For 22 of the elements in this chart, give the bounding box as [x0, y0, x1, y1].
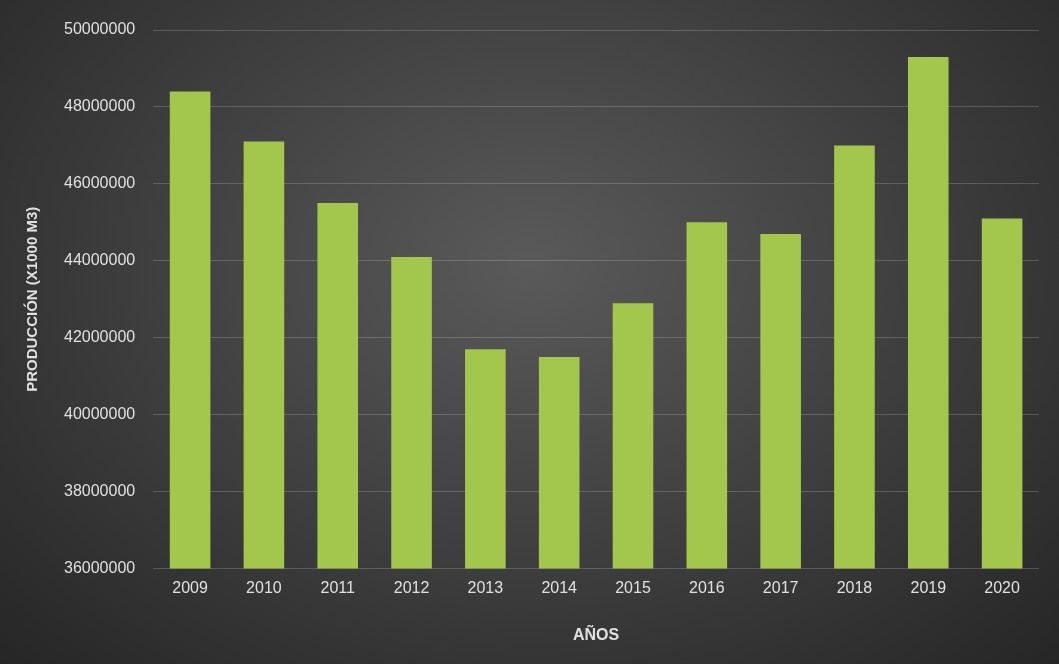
- x-tick-label: 2018: [836, 578, 873, 596]
- x-tick-label: 2015: [615, 578, 651, 596]
- x-tick-label: 2009: [172, 578, 208, 596]
- y-tick-label: 40000000: [64, 405, 136, 423]
- x-tick-label: 2016: [689, 578, 725, 596]
- y-tick-label: 42000000: [64, 328, 136, 346]
- x-tick-label: 2011: [320, 578, 356, 596]
- y-axis-title: PRODUCCIÓN (X1000 M3): [23, 206, 41, 392]
- y-tick-label: 46000000: [64, 174, 136, 192]
- x-tick-label: 2012: [393, 578, 430, 596]
- x-tick-label: 2019: [910, 578, 947, 596]
- x-tick-label: 2010: [246, 578, 282, 596]
- x-tick-label: 2014: [541, 578, 578, 596]
- x-tick-label: 2013: [467, 578, 504, 596]
- x-tick-label: 2020: [984, 578, 1020, 596]
- y-tick-label: 50000000: [64, 20, 136, 38]
- x-axis-title: AÑOS: [572, 623, 620, 643]
- y-tick-label: 38000000: [64, 482, 136, 500]
- y-tick-label: 48000000: [64, 97, 136, 115]
- x-tick-label: 2017: [762, 578, 799, 596]
- y-tick-label: 36000000: [64, 559, 136, 577]
- y-tick-label: 44000000: [64, 251, 136, 269]
